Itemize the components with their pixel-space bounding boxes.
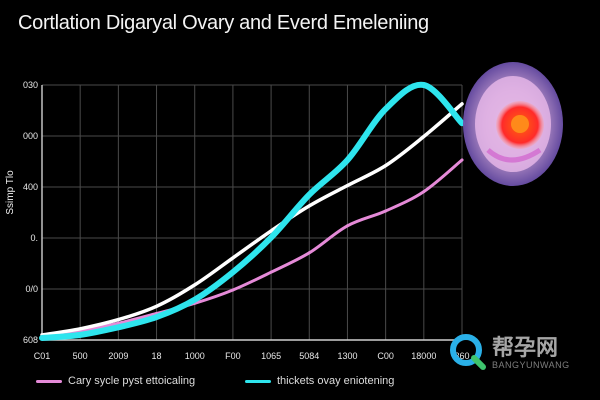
series-line-2 xyxy=(40,102,464,337)
legend-swatch-2 xyxy=(245,379,271,383)
y-tick-label: 000 xyxy=(23,131,38,141)
series-2-point xyxy=(78,327,82,331)
series-1-point xyxy=(231,288,235,292)
series-1-point xyxy=(345,224,349,228)
series-3-point xyxy=(78,333,82,337)
x-tick-label: F00 xyxy=(225,351,241,361)
y-tick-label: 608 xyxy=(23,335,38,345)
x-tick-label: 1000 xyxy=(185,351,205,361)
x-tick-label: C01 xyxy=(34,351,51,361)
series-1-point xyxy=(460,158,464,162)
legend-item-2: thickets ovay eniotening xyxy=(245,372,394,390)
series-3-point xyxy=(422,83,426,87)
watermark-logo-icon xyxy=(450,334,486,370)
x-tick-label: 500 xyxy=(73,351,88,361)
series-2-point xyxy=(269,229,273,233)
x-tick-label: 5084 xyxy=(299,351,319,361)
y-tick-label: 030 xyxy=(23,80,38,90)
x-tick-label: 18 xyxy=(152,351,162,361)
series-2-point xyxy=(422,135,426,139)
series-1-point xyxy=(116,321,120,325)
series-1-point xyxy=(384,209,388,213)
series-3-point xyxy=(384,107,388,111)
legend-item-1: Cary sycle pyst ettoicaling xyxy=(36,372,195,390)
x-tick-label: 18000 xyxy=(411,351,436,361)
series-2-point xyxy=(231,256,235,260)
x-tick-label: 1300 xyxy=(337,351,357,361)
series-2-point xyxy=(116,318,120,322)
ovary-follicle-illustration xyxy=(463,62,563,186)
y-tick-label: 0/0 xyxy=(25,284,38,294)
watermark-en-text: BANGYUNWANG xyxy=(492,360,570,370)
series-1-point xyxy=(307,251,311,255)
legend-label-2: thickets ovay eniotening xyxy=(277,375,395,387)
series-3-point xyxy=(307,193,311,197)
series-2-point xyxy=(307,204,311,208)
y-tick-label: 400 xyxy=(23,182,38,192)
series-1-point xyxy=(422,190,426,194)
series-3-point xyxy=(193,298,197,302)
series-3-point xyxy=(40,336,44,340)
series-2-point xyxy=(460,102,464,106)
series-2-point xyxy=(193,283,197,287)
series-3-point xyxy=(231,270,235,274)
series-line-3 xyxy=(39,81,465,341)
legend-swatch-1 xyxy=(36,379,62,383)
x-tick-label: C00 xyxy=(377,351,394,361)
watermark-cn-text: 帮孕网 xyxy=(492,335,559,360)
series-2-point xyxy=(345,183,349,187)
series-3-point xyxy=(116,325,120,329)
y-tick-label: 0. xyxy=(30,233,38,243)
watermark: 帮孕网 BANGYUNWANG xyxy=(448,330,588,376)
series-3-point xyxy=(345,158,349,162)
series-1-point xyxy=(269,270,273,274)
series-line-1 xyxy=(40,158,464,338)
series-3-point xyxy=(155,315,159,319)
x-tick-label: 2009 xyxy=(108,351,128,361)
legend-label-1: Cary sycle pyst ettoicaling xyxy=(68,375,196,387)
series-2-point xyxy=(384,164,388,168)
x-tick-label: 360 xyxy=(454,351,469,361)
chart-title: Cortlation Digaryal Ovary and Everd Emel… xyxy=(18,12,429,34)
x-tick-label: 1065 xyxy=(261,351,281,361)
series-3-point xyxy=(269,235,273,239)
y-axis-label: Ssimp Tlo xyxy=(5,170,16,215)
series-3-point xyxy=(460,121,464,125)
series-2-point xyxy=(155,304,159,308)
